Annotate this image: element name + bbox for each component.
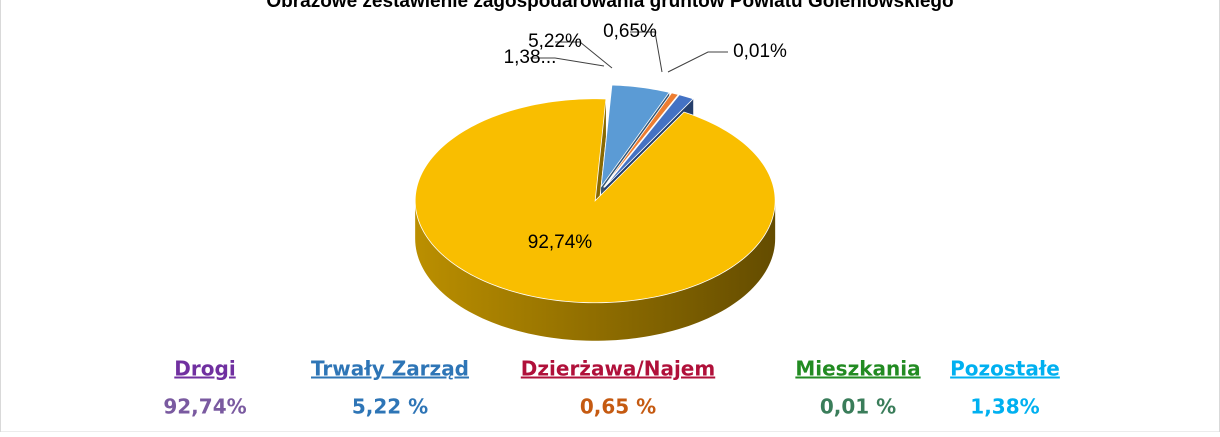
legend-value: 0,65 % [580,395,656,419]
chart-title: Obrazowe zestawienie zagospodarowania gr… [266,0,953,12]
legend-name: Trwały Zarząd [311,357,469,381]
legend-value: 92,74% [163,395,246,419]
legend-name: Dzierżawa/Najem [521,357,715,381]
data-label: 1,38... [504,47,557,68]
legend-value: 0,01 % [820,395,896,419]
legend-name: Pozostałe [950,357,1060,381]
leader-line [530,57,605,67]
leader-line [555,41,613,69]
data-label: 5,22% [528,31,582,52]
data-label: 0,65% [603,21,657,42]
leader-line [667,51,728,73]
data-label: 92,74% [528,232,593,253]
data-label: 0,01% [733,41,787,62]
legend-name: Mieszkania [795,357,920,381]
legend-value: 5,22 % [352,395,428,419]
legend-name: Drogi [174,357,235,381]
legend-value: 1,38% [970,395,1039,419]
leader-line [630,31,663,73]
slice [600,84,670,189]
pie-tops [414,84,776,304]
slice [603,94,680,188]
slice [604,94,694,188]
slice-side [415,200,776,341]
slice [414,98,776,304]
